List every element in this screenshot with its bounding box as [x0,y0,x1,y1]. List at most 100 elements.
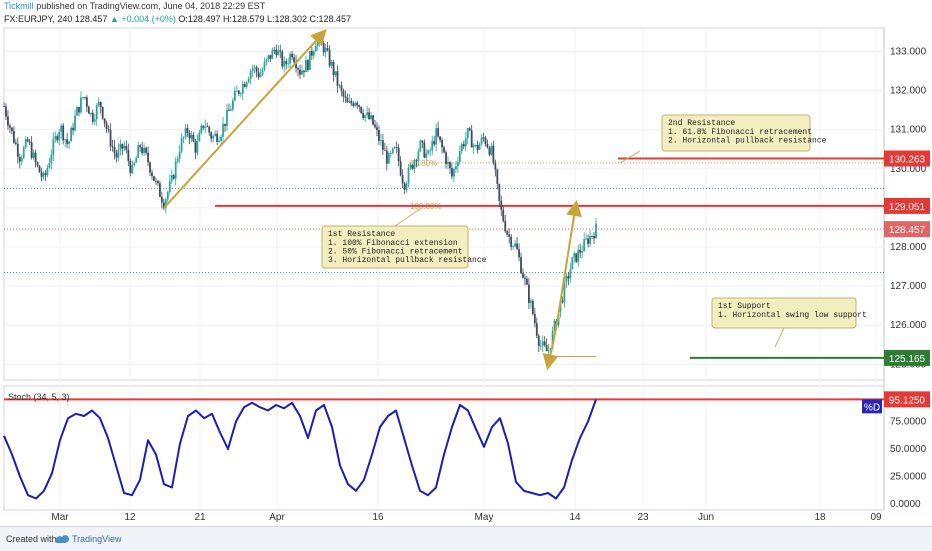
candle-body [115,153,118,158]
stoch-tick-label: 50.0000 [890,444,927,455]
annotation-line: 2. Horizontal pullback resistance [668,137,827,146]
candle-body [419,140,422,152]
candle-body [32,152,35,158]
candle-body [498,183,501,201]
axes: 125.000126.000127.000128.000129.000130.0… [51,46,930,523]
candle-body [117,149,120,158]
candle-body [518,249,520,258]
candle-body [196,141,199,153]
candle-body [350,100,353,104]
candle-body [14,142,17,145]
candle-body [413,160,416,169]
candle-body [464,138,467,147]
candle-body [255,67,258,73]
candle-body [113,146,116,154]
candle-body [551,330,554,349]
candle-body [26,139,29,142]
candle-body [496,169,499,184]
candle-body [462,144,465,147]
candle-body [192,134,195,142]
stoch-value-label: 95.1250 [889,395,926,406]
candle-body [24,139,27,148]
candle-body [514,243,516,247]
stoch-value-tag [884,391,930,408]
candle-body [285,61,288,65]
candle-body [131,165,134,174]
candle-body [97,101,100,106]
time-tick-label: Jun [698,512,714,523]
candle-body [571,257,574,270]
candle-body [488,147,491,155]
price-tick-label: 128.000 [890,242,927,253]
candle-body [306,60,309,70]
candle-body [103,118,106,124]
candle-body [143,147,146,154]
candle-body [340,85,343,91]
candle-body [228,109,230,111]
candle-body [305,60,307,73]
candle-body [332,62,335,76]
candle-body [188,132,191,139]
tradingview-brand[interactable]: TradingView [72,534,122,544]
candle-body [470,130,473,148]
level-price-tag [884,349,930,366]
candle-body [135,157,138,163]
fibonacci-level-label: 61.80% [410,159,437,168]
candle-body [50,154,53,164]
candle-body [52,138,55,155]
candle-body [354,102,357,106]
candle-body [277,50,280,55]
candle-body [42,173,45,177]
candle-body [587,238,590,244]
candle-body [111,146,114,148]
candle-body [370,115,372,119]
candle-body [237,90,240,94]
candle-body [508,234,511,237]
last-price: 128.457 [74,14,108,24]
candle-body [447,162,449,165]
created-with-text: Created with [6,534,57,544]
stoch-tick-label: 75.0000 [890,417,927,428]
candle-body [591,235,593,237]
candle-body [593,235,595,239]
stoch-tick-label: 25.0000 [890,472,927,483]
candle-body [312,51,315,56]
candle-body [303,70,305,73]
drop-arrow [542,328,559,371]
candle-body [18,156,21,162]
candle-body [474,145,477,146]
candle-body [206,126,209,128]
candle-body [12,131,15,143]
candle-body [368,112,370,119]
candle-body [547,350,550,352]
level-price-tag-label: 125.165 [889,354,926,365]
candle-body [204,126,207,128]
annotation-title: 1st Support [718,302,771,311]
candle-body [291,53,294,58]
tradingview-logo-icon [55,535,69,543]
candle-body [429,150,432,152]
candle-body [68,141,71,144]
candle-body [164,199,167,209]
candle-body [478,144,481,150]
stoch-indicator: %D Stoch (34, 5, 3) [3,392,884,500]
footer: Created with TradingView [0,526,932,551]
candle-body [314,45,317,52]
candle-body [210,132,213,139]
candle-body [157,180,159,184]
candle-body [492,145,495,163]
candle-body [99,101,102,107]
candle-body [74,115,76,131]
candle-body [348,100,351,103]
time-tick-label: 12 [124,512,136,523]
candle-body [38,165,41,173]
time-tick-label: May [475,512,494,523]
stoch-series-badge [862,399,882,414]
candle-body [279,50,282,52]
candle-body [257,72,260,77]
candle-body [378,130,380,141]
author-link[interactable]: Tickmill [4,1,34,11]
candle-body [535,323,538,336]
candle-body [269,55,272,59]
